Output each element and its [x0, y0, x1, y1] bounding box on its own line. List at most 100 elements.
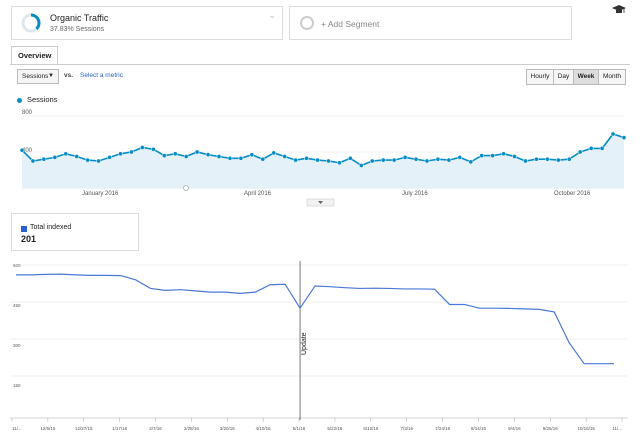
sessions-point-44	[501, 151, 506, 157]
sessions-xtick-january: January 2016	[82, 191, 119, 197]
sessions-point-37	[424, 158, 430, 164]
sessions-point-38	[435, 156, 441, 162]
indexed-xtick-label-10: 6/12/16	[363, 426, 379, 431]
indexed-xtick-label-15: 9/25/16	[543, 426, 559, 431]
add-segment-card[interactable]: + Add Segment	[289, 6, 572, 40]
sessions-point-46	[523, 158, 528, 164]
caret-down-icon: ▼	[48, 73, 54, 79]
sessions-point-23	[271, 150, 277, 156]
sessions-point-1	[30, 158, 36, 164]
total-indexed-value: 201	[21, 234, 37, 244]
indexed-xtick-label-0: 11/...	[12, 426, 22, 431]
add-segment-circle-icon	[300, 16, 314, 30]
sessions-xtick-july: July 2016	[402, 191, 428, 197]
sessions-point-0	[19, 147, 25, 153]
sessions-point-3	[52, 155, 58, 160]
select-metric-link[interactable]: Select a metric	[80, 72, 123, 79]
sessions-point-50	[566, 156, 572, 162]
sessions-point-27	[315, 157, 320, 163]
tab-overview[interactable]: Overview	[11, 46, 59, 65]
segment-title: Organic Traffic	[50, 13, 109, 23]
indexed-xtick-label-1: 12/6/15	[40, 426, 56, 431]
indexed-ytick-600: 600	[13, 263, 21, 268]
sessions-point-13	[161, 153, 167, 158]
sessions-point-24	[282, 154, 288, 159]
sessions-point-51	[577, 149, 583, 155]
indexed-xtick-label-3: 1/17/16	[112, 426, 128, 431]
sessions-point-45	[512, 154, 517, 159]
segment-ring-icon	[21, 13, 41, 33]
indexed-ytick-150: 150	[13, 383, 21, 388]
sessions-legend-label: Sessions	[27, 95, 58, 104]
sessions-point-40	[457, 155, 463, 160]
indexed-xtick-label-6: 3/20/16	[220, 426, 236, 431]
sessions-ytick-400: 400	[22, 148, 33, 154]
sessions-point-47	[534, 156, 539, 162]
chevron-down-icon[interactable]: ⌄	[268, 10, 276, 20]
total-indexed-card: Total indexed 201	[11, 213, 139, 251]
sessions-point-53	[599, 146, 605, 151]
sessions-point-25	[293, 157, 298, 163]
indexed-xtick-label-4: 2/7/16	[149, 426, 162, 431]
update-annotation-label: Update	[301, 332, 309, 355]
sessions-point-43	[490, 153, 496, 158]
sessions-point-21	[249, 152, 255, 158]
granularity-week-button[interactable]: Week	[573, 69, 599, 85]
metric-dropdown[interactable]: Sessions ▼	[17, 69, 59, 84]
sessions-point-16	[194, 149, 200, 155]
sessions-point-26	[304, 155, 309, 161]
sessions-point-20	[238, 155, 244, 161]
sessions-point-35	[402, 155, 408, 160]
indexed-line	[16, 273, 614, 365]
sessions-xtick-october: October 2016	[554, 191, 591, 197]
indexed-ytick-450: 450	[13, 303, 21, 308]
sessions-point-22	[260, 156, 266, 162]
sessions-point-12	[150, 146, 156, 152]
indexed-xtick-label-8: 5/1/16	[293, 426, 306, 431]
sessions-point-4	[63, 151, 69, 157]
sessions-point-52	[588, 146, 594, 151]
sessions-point-54	[610, 131, 616, 137]
indexed-xtick-label-12: 7/24/16	[435, 426, 451, 431]
sessions-legend-dot	[17, 98, 22, 103]
granularity-month-button[interactable]: Month	[598, 69, 626, 85]
sessions-point-42	[479, 153, 485, 158]
segment-card-organic-traffic[interactable]: Organic Traffic 37.83% Sessions ⌄	[11, 6, 283, 40]
sessions-point-48	[545, 156, 550, 162]
sessions-point-29	[337, 160, 342, 166]
sessions-point-9	[118, 151, 123, 157]
sessions-point-2	[41, 156, 47, 162]
sessions-point-41	[468, 159, 474, 165]
graduation-cap-icon[interactable]	[612, 5, 626, 15]
sessions-point-32	[369, 158, 375, 164]
expand-caret-icon	[318, 201, 323, 204]
indexed-xtick-label-11: 7/3/16	[400, 426, 413, 431]
sessions-point-28	[326, 158, 331, 164]
indexed-xtick-label-17: 11/...	[612, 426, 622, 431]
sessions-point-49	[555, 157, 561, 163]
total-indexed-label: Total indexed	[30, 224, 72, 231]
sessions-point-34	[391, 157, 397, 163]
sessions-chart[interactable]	[0, 0, 640, 210]
indexed-chart[interactable]: 11/... 12/6/15 12/27/15 1/17/16 2/7/16 2/28/1…	[0, 255, 640, 442]
sessions-xtick-april: April 2016	[244, 191, 272, 197]
total-indexed-color-swatch	[21, 226, 27, 232]
sessions-point-33	[380, 157, 386, 163]
segment-subtitle: 37.83% Sessions	[50, 26, 105, 33]
sessions-point-14	[172, 151, 178, 157]
sessions-point-18	[216, 154, 222, 159]
sessions-point-17	[205, 152, 211, 158]
sessions-point-30	[348, 155, 353, 161]
indexed-xtick-label-5: 2/28/16	[184, 426, 200, 431]
sessions-point-10	[129, 149, 134, 155]
timeline-handle-icon	[183, 185, 189, 191]
sessions-point-6	[85, 157, 91, 163]
sessions-point-55	[621, 135, 627, 140]
sessions-point-19	[227, 155, 233, 161]
indexed-xtick-label-7: 4/10/16	[256, 426, 272, 431]
sessions-point-36	[413, 156, 419, 162]
sessions-point-7	[96, 158, 101, 164]
add-segment-label: + Add Segment	[321, 19, 380, 29]
tab-divider	[10, 64, 630, 65]
sessions-ytick-800: 800	[22, 110, 33, 116]
